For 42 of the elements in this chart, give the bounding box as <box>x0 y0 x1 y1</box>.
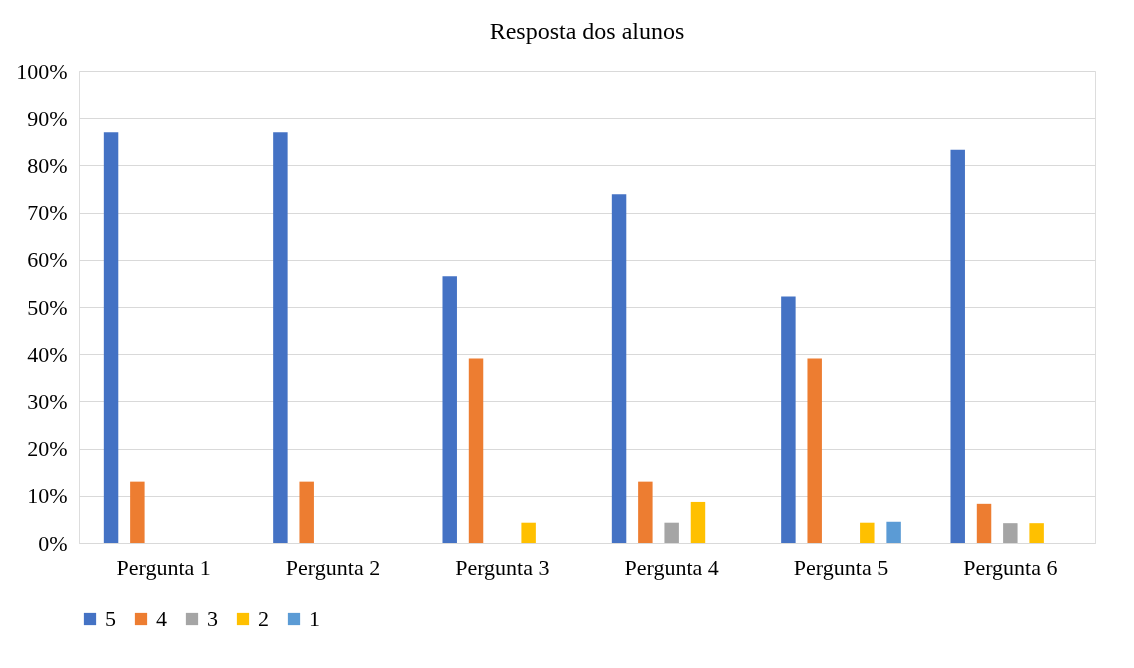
y-tick-label: 30% <box>27 388 68 414</box>
bar <box>442 276 457 543</box>
bar <box>807 358 822 543</box>
x-tick-label: Pergunta 3 <box>455 554 550 580</box>
bar <box>690 501 706 543</box>
legend-label: 4 <box>156 606 167 631</box>
bar <box>273 132 288 543</box>
bar <box>521 522 536 543</box>
x-tick-label: Pergunta 2 <box>285 554 381 580</box>
y-tick-label: 40% <box>27 341 68 367</box>
y-tick-label: 0% <box>38 530 68 556</box>
y-tick-label: 20% <box>27 436 68 462</box>
bar <box>950 149 965 543</box>
bar <box>860 522 875 543</box>
y-tick-label: 10% <box>27 483 68 509</box>
bar <box>781 296 796 543</box>
bar <box>130 481 145 543</box>
bar <box>976 503 992 543</box>
legend-label: 5 <box>105 606 116 631</box>
bar <box>299 481 314 543</box>
x-tick-label: Pergunta 6 <box>963 554 1058 580</box>
y-tick-label: 100% <box>16 58 68 84</box>
y-tick-label: 70% <box>27 200 68 226</box>
bar <box>1003 523 1018 543</box>
y-tick-label: 50% <box>27 294 68 320</box>
x-tick-label: Pergunta 5 <box>793 554 889 580</box>
y-tick-label: 90% <box>27 105 68 131</box>
bar <box>886 521 901 543</box>
y-tick-label: 80% <box>27 152 68 178</box>
y-tick-label: 60% <box>27 247 68 273</box>
legend-label: 1 <box>309 606 320 631</box>
bar <box>1029 523 1044 543</box>
bar <box>468 358 484 543</box>
bar <box>638 481 653 543</box>
x-tick-label: Pergunta 4 <box>624 554 719 580</box>
legend-label: 2 <box>258 606 269 631</box>
bar <box>664 522 679 543</box>
bar <box>103 132 119 543</box>
legend-label: 3 <box>207 606 218 631</box>
bar <box>611 194 627 543</box>
chart-title: Resposta dos alunos <box>489 18 685 44</box>
x-tick-label: Pergunta 1 <box>116 554 211 580</box>
